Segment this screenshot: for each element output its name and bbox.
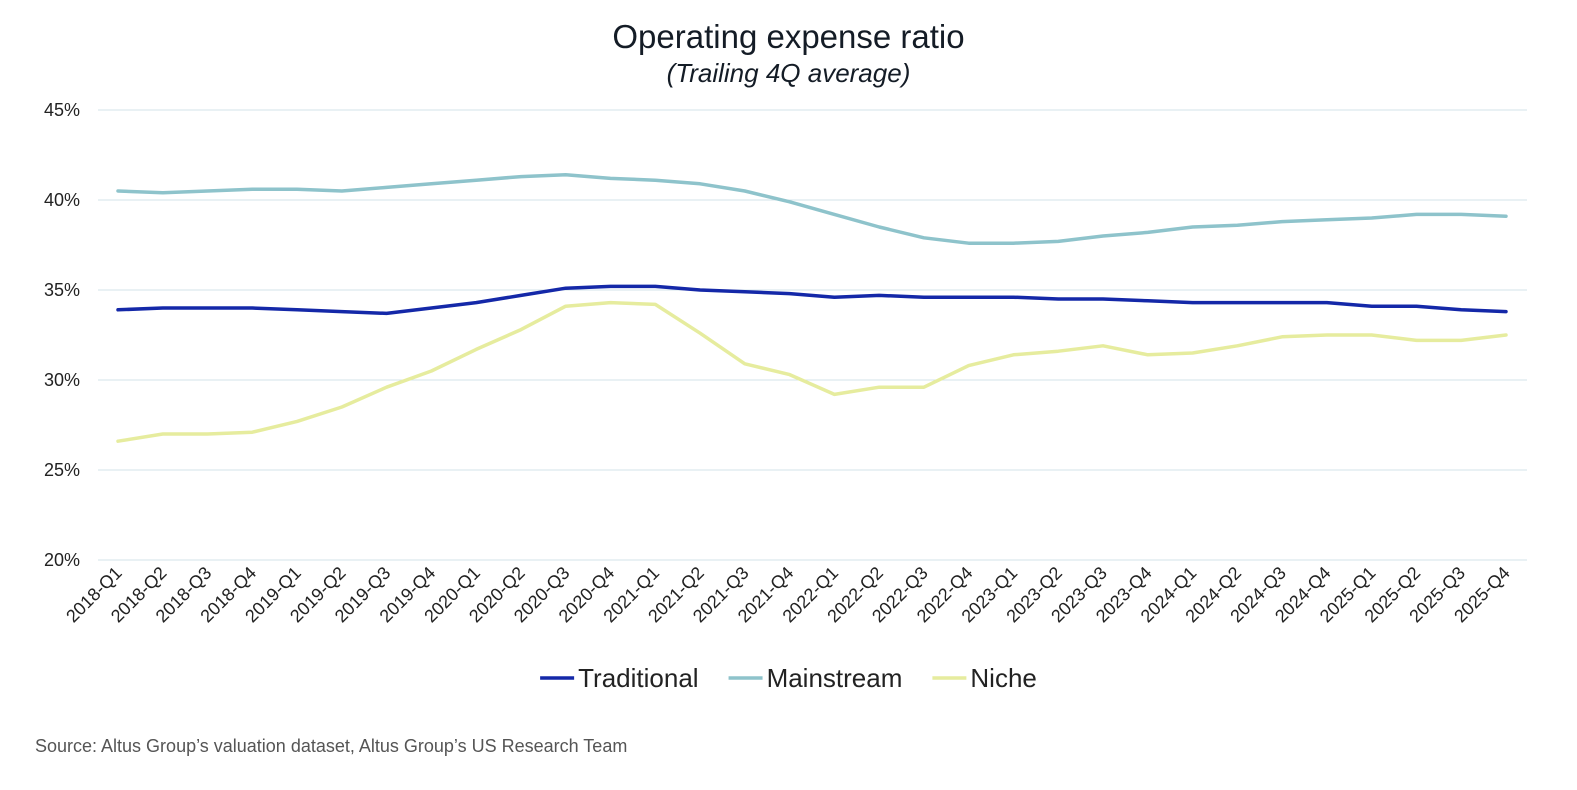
legend-label: Niche [970, 663, 1036, 693]
x-axis-ticks: 2018-Q12018-Q22018-Q32018-Q42019-Q12019-… [62, 563, 1514, 627]
legend-label: Mainstream [767, 663, 903, 693]
y-tick-label: 45% [44, 100, 80, 120]
legend: Traditional Mainstream Niche [540, 663, 1037, 693]
chart-subtitle: (Trailing 4Q average) [666, 58, 911, 88]
gridlines [98, 109, 1527, 561]
y-tick-label: 25% [44, 460, 80, 480]
legend-label: Traditional [578, 663, 698, 693]
series-lines [116, 173, 1508, 443]
legend-item-mainstream: Mainstream [728, 663, 903, 693]
y-axis-ticks: 20% 25% 30% 35% 40% 45% [44, 100, 80, 570]
y-tick-label: 40% [44, 190, 80, 210]
legend-item-traditional: Traditional [540, 663, 699, 693]
series-line-mainstream [116, 173, 1508, 245]
y-tick-label: 20% [44, 550, 80, 570]
source-note: Source: Altus Group’s valuation dataset,… [35, 736, 628, 756]
series-line-niche [116, 300, 1508, 443]
series-line-traditional [116, 284, 1508, 316]
legend-item-niche: Niche [932, 663, 1037, 693]
chart-title: Operating expense ratio [612, 18, 965, 55]
y-tick-label: 30% [44, 370, 80, 390]
y-tick-label: 35% [44, 280, 80, 300]
